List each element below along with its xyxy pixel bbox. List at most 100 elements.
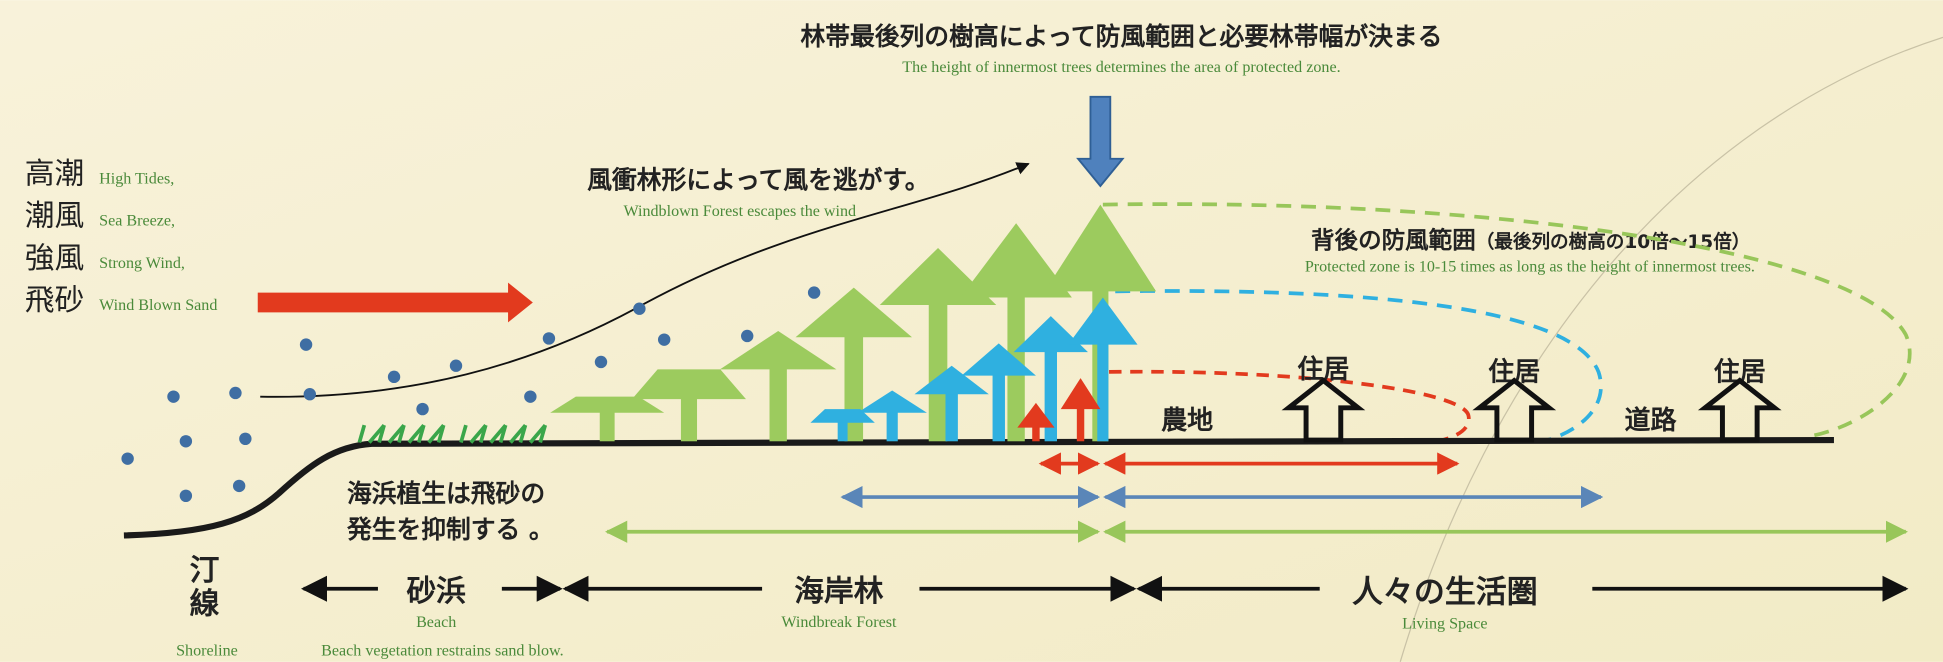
ground: [123, 436, 1834, 539]
down-arrow: [1076, 95, 1125, 188]
tree-trunk: [1032, 425, 1040, 442]
tree-crown: [914, 365, 989, 395]
windblown-jp: 風衝林形によって風を逃がす。: [587, 165, 929, 194]
wind-arrow: [257, 282, 533, 323]
tree-trunk: [599, 410, 615, 442]
houses: [1281, 377, 1782, 443]
force-en: High Tides,: [99, 171, 174, 188]
forces: 高潮 High Tides, 潮風 Sea Breeze, 強風 Strong …: [25, 157, 218, 318]
house-icon: [1281, 377, 1366, 443]
grass-blade: [538, 424, 548, 444]
sand-dot: [449, 359, 463, 372]
shoreline-en: Shoreline: [176, 643, 238, 660]
vegetation-line: 発生を抑制する 。: [346, 515, 554, 544]
tree-crown: [719, 331, 837, 370]
force-en: Strong Wind,: [99, 255, 185, 272]
sand-dot: [741, 329, 754, 343]
sand-dot: [633, 302, 646, 315]
road: 道路: [1625, 405, 1678, 436]
tree-trunk: [769, 366, 787, 442]
windblown-en: Windblown Forest escapes the wind: [623, 203, 856, 220]
tree-trunk: [837, 420, 848, 442]
beach-jp: 砂浜: [406, 574, 466, 609]
sand-dot: [594, 355, 608, 369]
grass-blade: [436, 424, 446, 444]
trees: [550, 204, 1157, 442]
force-en: Sea Breeze,: [99, 213, 175, 230]
tree-crown: [857, 390, 927, 413]
force-jp: 飛砂: [25, 283, 84, 318]
sand-dot: [303, 388, 316, 401]
grass-blade: [459, 424, 468, 444]
vegetation-line: 海浜植生は飛砂の: [347, 479, 545, 508]
title: 林帯最後列の樹高によって防風範囲と必要林帯幅が決まる: [800, 22, 1442, 51]
living-jp: 人々の生活圏: [1352, 574, 1538, 610]
red-zone: [1109, 369, 1471, 444]
house-icon: [1697, 377, 1782, 443]
farmland: 農地: [1161, 406, 1213, 436]
sand-dot: [167, 390, 180, 403]
shoreline-jp: 線: [190, 587, 220, 622]
sand-dot: [524, 390, 537, 403]
grass-blade: [417, 424, 426, 444]
protected-en: Protected zone is 10-15 times as long as…: [1305, 259, 1755, 276]
tree-trunk: [928, 302, 948, 442]
grass-blade: [357, 424, 367, 444]
tree-crown: [550, 396, 665, 413]
sand-dot: [657, 333, 671, 346]
sand-dot: [179, 489, 193, 503]
sand-dot: [299, 338, 313, 351]
sand-dot: [121, 452, 134, 465]
tree-trunk: [945, 391, 958, 442]
sand-dot: [239, 432, 252, 446]
tree-crown: [1060, 378, 1101, 410]
force-jp: 高潮: [25, 157, 84, 192]
force-en: Wind Blown Sand: [99, 297, 217, 314]
sand-dot: [232, 479, 246, 493]
tree-crown: [960, 223, 1072, 298]
beach-en: Beach: [416, 614, 456, 631]
tree-crown: [1068, 297, 1138, 345]
forest-en: Windbreak Forest: [781, 614, 897, 631]
sand-dot: [542, 332, 556, 345]
sand-dot: [387, 370, 401, 384]
forest-jp: 海岸林: [794, 574, 883, 609]
protected-title: 背後の防風範囲: [1311, 226, 1476, 254]
grass-blade: [397, 424, 406, 444]
blue-zone: [1115, 289, 1603, 444]
grass-blade: [377, 424, 386, 444]
grass: [357, 423, 548, 444]
grass-blade: [479, 424, 488, 444]
beach-note: Beach vegetation restrains sand blow.: [321, 643, 564, 660]
tree-trunk: [680, 396, 698, 442]
tree-crown: [631, 369, 746, 400]
living-en: Living Space: [1402, 615, 1487, 632]
tree-trunk: [1097, 342, 1109, 442]
tree-crown: [961, 343, 1036, 376]
tree-crown: [795, 287, 913, 338]
tree-trunk: [1076, 406, 1085, 442]
sand-dot: [179, 435, 193, 448]
shoreline-jp: 汀: [190, 553, 220, 588]
grass-blade: [498, 424, 508, 444]
wind-flow-line: [260, 162, 1030, 398]
tree-trunk: [992, 373, 1005, 442]
subtitle: The height of innermost trees determines…: [902, 59, 1340, 76]
sand-dot: [807, 286, 821, 299]
green-zone: [1102, 202, 1912, 439]
protected-note: （最後列の樹高の10倍〜15倍）: [1476, 231, 1751, 253]
tree-trunk: [886, 410, 898, 442]
force-jp: 強風: [25, 241, 84, 276]
tree-crown: [1017, 402, 1055, 428]
sand-dot: [229, 386, 242, 400]
house-icon: [1472, 377, 1557, 443]
protected-jp: 背後の防風範囲（最後列の樹高の10倍〜15倍）: [1311, 226, 1750, 254]
sand-dots: [121, 286, 821, 503]
tree-crown: [1044, 204, 1157, 292]
sand-dot: [416, 402, 429, 416]
tree-trunk: [1044, 349, 1058, 442]
force-jp: 潮風: [25, 199, 84, 234]
